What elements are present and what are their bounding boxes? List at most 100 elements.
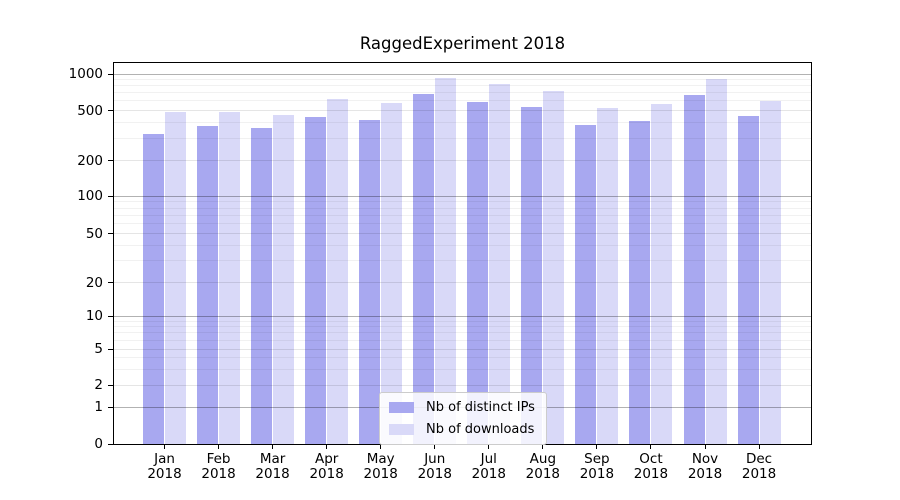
y-tick-label-100: 100 <box>77 188 103 204</box>
bar-distinct_ips-feb <box>197 126 219 444</box>
gridline <box>114 110 811 111</box>
x-tick-label-dec: Dec 2018 <box>741 451 777 482</box>
plot-area: Nb of distinct IPs Nb of downloads <box>113 62 812 445</box>
gridline <box>114 326 811 328</box>
legend-swatch-distinct-ips-icon <box>389 402 414 413</box>
x-tick-label-jul: Jul 2018 <box>471 451 506 482</box>
bar-downloads-oct <box>651 103 673 444</box>
y-tick-mark <box>108 195 113 197</box>
y-tick-mark <box>108 110 113 111</box>
gridline <box>114 85 811 87</box>
x-tick-mark <box>596 445 598 449</box>
legend-item-distinct-ips: Nb of distinct IPs <box>389 400 535 415</box>
x-tick-mark <box>380 445 382 449</box>
y-tick-mark <box>108 384 113 386</box>
y-tick-label-200: 200 <box>77 152 103 169</box>
gridline <box>114 195 811 197</box>
gridline <box>114 384 811 386</box>
bar-downloads-mar <box>273 115 295 444</box>
y-tick-mark <box>108 348 113 350</box>
y-tick-label-500: 500 <box>77 102 103 119</box>
x-tick-mark <box>326 445 328 449</box>
y-tick-label-5: 5 <box>94 341 103 357</box>
y-tick-mark <box>108 233 113 234</box>
gridline <box>114 137 811 139</box>
bar-downloads-may <box>381 102 403 444</box>
legend-swatch-downloads-icon <box>389 424 414 435</box>
bar-downloads-apr <box>327 99 349 444</box>
bar-downloads-jul <box>489 84 511 444</box>
y-tick-mark <box>108 443 113 445</box>
bar-distinct_ips-jul <box>467 101 489 444</box>
x-tick-mark <box>650 445 652 449</box>
y-tick-label-1000: 1000 <box>68 66 103 82</box>
bar-distinct_ips-may <box>359 120 381 444</box>
gridline <box>114 339 811 341</box>
y-tick-mark <box>108 282 113 283</box>
legend: Nb of distinct IPs Nb of downloads <box>379 392 547 445</box>
bar-downloads-aug <box>543 90 565 444</box>
y-tick-label-50: 50 <box>85 225 103 242</box>
bar-downloads-dec <box>759 100 781 444</box>
x-tick-mark <box>704 445 706 449</box>
y-tick-label-1: 1 <box>94 399 103 415</box>
x-tick-label-sep: Sep 2018 <box>579 451 615 482</box>
bar-distinct_ips-aug <box>521 107 543 444</box>
bar-distinct_ips-oct <box>629 121 651 444</box>
x-tick-label-jan: Jan 2018 <box>147 451 182 482</box>
bar-distinct_ips-jun <box>413 94 435 444</box>
legend-label-distinct-ips: Nb of distinct IPs <box>426 400 535 415</box>
x-tick-label-oct: Oct 2018 <box>633 451 669 482</box>
x-tick-mark <box>164 445 165 449</box>
bar-distinct_ips-apr <box>305 117 327 444</box>
gridline <box>114 73 811 75</box>
gridline <box>114 92 811 94</box>
y-tick-label-2: 2 <box>94 377 103 393</box>
y-tick-label-0: 0 <box>94 436 103 452</box>
x-tick-label-may: May 2018 <box>363 451 398 482</box>
x-tick-mark <box>488 445 490 449</box>
y-tick-mark <box>108 73 113 75</box>
gridline <box>114 79 811 81</box>
x-tick-label-aug: Aug 2018 <box>525 451 561 482</box>
legend-item-downloads: Nb of downloads <box>389 422 535 437</box>
bar-downloads-jun <box>435 77 457 444</box>
gridline <box>114 368 811 370</box>
x-tick-label-mar: Mar 2018 <box>255 451 290 482</box>
gridline <box>114 223 811 225</box>
bar-downloads-nov <box>705 78 727 444</box>
gridline <box>114 282 811 283</box>
gridline <box>114 357 811 359</box>
gridline <box>114 214 811 216</box>
bar-distinct_ips-jan <box>143 134 164 444</box>
y-tick-mark <box>108 406 113 408</box>
y-tick-mark <box>108 160 113 161</box>
bar-downloads-sep <box>597 107 619 444</box>
gridline <box>114 201 811 203</box>
gridline <box>114 315 811 317</box>
x-tick-label-feb: Feb 2018 <box>201 451 236 482</box>
gridline <box>114 244 811 246</box>
x-tick-label-nov: Nov 2018 <box>687 451 723 482</box>
gridline <box>114 160 811 161</box>
x-tick-mark <box>218 445 220 449</box>
legend-label-downloads: Nb of downloads <box>426 422 535 437</box>
x-tick-mark <box>758 445 760 449</box>
chart-title: RaggedExperiment 2018 <box>359 34 566 53</box>
gridline <box>114 100 811 102</box>
y-tick-label-10: 10 <box>85 308 103 324</box>
gridline <box>114 348 811 350</box>
x-tick-mark <box>542 445 544 449</box>
bar-downloads-feb <box>219 111 241 444</box>
gridline <box>114 207 811 209</box>
x-tick-mark <box>272 445 274 449</box>
gridline <box>114 260 811 262</box>
gridline <box>114 332 811 334</box>
y-tick-label-20: 20 <box>85 274 103 291</box>
y-tick-mark <box>108 315 113 317</box>
gridline <box>114 122 811 124</box>
gridline <box>114 233 811 234</box>
x-tick-label-apr: Apr 2018 <box>309 451 344 482</box>
x-tick-mark <box>434 445 436 449</box>
